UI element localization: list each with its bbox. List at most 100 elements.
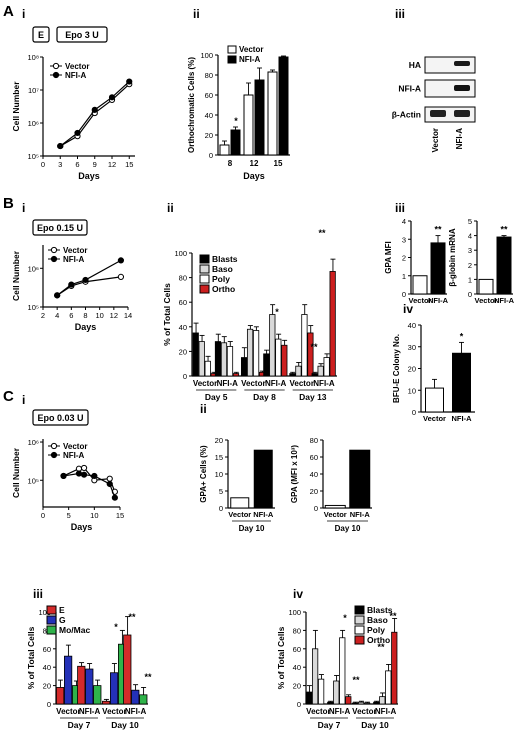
Ci-xtick-label: 0 — [41, 511, 45, 520]
Bi-xtick-label: 10 — [95, 311, 103, 320]
panel-letter-C: C — [3, 388, 14, 405]
Ai-title-box — [56, 26, 108, 43]
Bii-bar — [307, 332, 314, 377]
Ciii-subgroup-label: Vector — [102, 707, 126, 716]
Civ-sig: ** — [389, 611, 397, 621]
Aiii-lane-label: NFI-A — [455, 128, 464, 150]
Bii-ytick-label: 40 — [179, 323, 187, 332]
Cii_b-ytick-label: 60 — [310, 453, 318, 462]
Biii_a-bar — [412, 275, 428, 295]
sublabel-Ai: i — [22, 7, 25, 21]
Ai-title: Epo 3 U — [65, 30, 99, 40]
sublabel-Aii: ii — [193, 7, 200, 21]
Ci-point — [106, 480, 113, 488]
Civ-ytick-label: 60 — [293, 645, 301, 654]
Aii-xlabel: Days — [243, 171, 265, 181]
Bii-bar — [226, 346, 234, 377]
Biii_a-sig: ** — [434, 225, 442, 235]
Ciii-subgroup-label: NFI-A — [79, 707, 101, 716]
Ciii-bar — [123, 634, 132, 705]
Cii_a-ytick-label: 20 — [215, 436, 223, 445]
Ai-xtick-label: 6 — [75, 160, 79, 169]
Cii_b-ytick-label: 0 — [314, 504, 318, 513]
Aiii-band — [454, 110, 470, 117]
Aii-ytick-label: 60 — [205, 91, 213, 100]
Ai-xlabel: Days — [78, 171, 100, 181]
Cii_a-ylabel: GPA+ Cells (%) — [199, 445, 208, 503]
Civ-bar — [333, 680, 340, 705]
Ciii-bar — [102, 700, 111, 705]
Bii-group-label: Day 13 — [299, 392, 327, 402]
Bi-point — [82, 276, 89, 284]
Civ-legend-swatch — [354, 635, 365, 645]
Ciii-bar — [64, 655, 73, 705]
Bi-xlabel: Days — [75, 322, 97, 332]
Civ-sig: ** — [377, 642, 385, 652]
Ci-xtick-label: 10 — [90, 511, 98, 520]
Ci-point — [91, 472, 98, 480]
Civ-ytick-label: 80 — [293, 626, 301, 635]
Biii_b-bar — [478, 278, 494, 295]
Aiii-row-label: β-Actin — [392, 110, 421, 120]
Civ-group-label: Day 7 — [318, 720, 341, 730]
Bii-ytick-label: 100 — [174, 249, 187, 258]
Cii_a-bar — [253, 449, 273, 509]
Ciii-ytick-label: 100 — [38, 608, 51, 617]
Civ-bar — [312, 648, 319, 705]
Civ-bar — [345, 696, 352, 705]
Ai-ytick-label: 10⁷ — [28, 86, 39, 95]
Aii-xtick-label: 8 — [228, 159, 233, 168]
Ciii-legend-label: G — [59, 615, 66, 625]
Bi-point — [117, 273, 125, 280]
Bii-ytick-label: 60 — [179, 298, 187, 307]
Ci-xlabel: Days — [71, 522, 93, 532]
Civ-bar — [373, 701, 380, 705]
sublabel-Aiii: iii — [395, 7, 405, 21]
Ai-point — [91, 106, 98, 113]
Aiii-band — [454, 85, 470, 91]
Ci-ylabel: Cell Number — [11, 447, 21, 498]
Biii_a-ytick-label: 1 — [402, 272, 406, 281]
sublabel-Bii: ii — [167, 201, 174, 215]
Aiii-blot-strip — [424, 79, 476, 98]
Ci-xtick-label: 15 — [116, 511, 124, 520]
Ciii-legend-label: Mo/Mac — [59, 625, 90, 635]
Bii-legend-swatch — [199, 274, 210, 284]
Aiii-band — [454, 61, 470, 66]
Bii-legend-label: Blasts — [212, 254, 238, 264]
Bii-legend-label: Ortho — [212, 284, 235, 294]
Civ-bar — [358, 701, 365, 705]
Biii_b-xtick-label: NFI-A — [494, 296, 515, 305]
Civ-sig: ** — [352, 675, 360, 685]
Bii-bar — [289, 373, 296, 377]
Bii-bar — [311, 373, 318, 377]
Ciii-legend-swatch — [46, 625, 57, 635]
sublabel-Biii: iii — [395, 201, 405, 215]
Cii_b-xtick-label: NFI-A — [350, 510, 371, 519]
sublabel-Bi: i — [22, 201, 25, 215]
Bii-subgroup-label: Vector — [193, 379, 217, 388]
Ciii-subgroup-label: Vector — [56, 707, 80, 716]
sublabel-Cii: ii — [200, 402, 207, 416]
Aiii-band — [430, 110, 446, 117]
Ciii-legend-label: E — [59, 605, 65, 615]
Ciii-subgroup-label: NFI-A — [125, 707, 147, 716]
Ci-point — [80, 471, 88, 478]
Bi-series-line-0 — [56, 276, 121, 296]
Biii_b-ytick-label: 1 — [468, 275, 472, 284]
Bii-bar — [252, 330, 260, 377]
Biii_a-xtick-label: Vector — [409, 296, 432, 305]
Cii_b-xlabel: Day 10 — [335, 524, 361, 533]
Biv-bar — [452, 352, 471, 413]
Aii-ytick-label: 0 — [209, 151, 213, 160]
Ciii-group-label: Day 7 — [68, 720, 91, 730]
Bi-series-line-1 — [56, 259, 122, 296]
Civ-bar — [339, 637, 346, 705]
Ai-ytick-label: 10⁶ — [28, 119, 39, 128]
Cii_b-bar — [349, 449, 371, 509]
Bii-subgroup-label: Vector — [241, 379, 265, 388]
Biii_b-xtick-label: Vector — [475, 296, 498, 305]
Civ-bar — [306, 691, 313, 705]
Aii-ytick-label: 40 — [205, 111, 213, 120]
